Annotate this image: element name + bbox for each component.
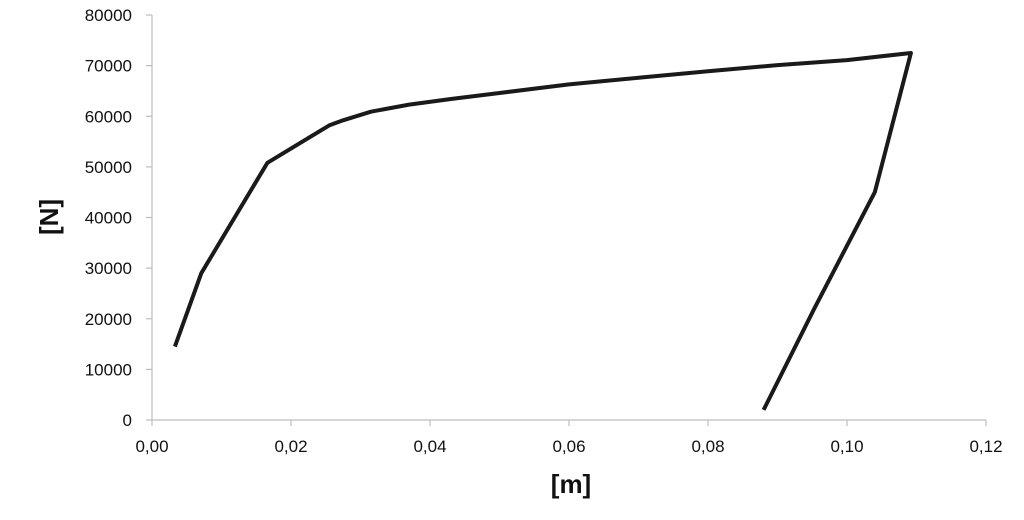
y-axis-ticks: 0 10000 20000 30000 40000 50000 60000 70000 8000… — [85, 6, 152, 430]
y-tick-label: 50000 — [85, 158, 132, 177]
series-line — [173, 51, 913, 411]
x-tick-label: 0,00 — [135, 437, 168, 456]
y-tick-label: 70000 — [85, 57, 132, 76]
x-tick-label: 0,04 — [413, 437, 446, 456]
y-tick-label: 60000 — [85, 107, 132, 126]
x-tick-label: 0,08 — [691, 437, 724, 456]
x-axis-ticks: 0,00 0,02 0,04 0,06 0,08 0,10 0,12 — [135, 420, 1003, 456]
x-tick-label: 0,02 — [274, 437, 307, 456]
y-tick-label: 30000 — [85, 259, 132, 278]
x-tick-label: 0,12 — [969, 437, 1002, 456]
y-axis-title: [N] — [34, 199, 64, 235]
x-tick-label: 0,06 — [552, 437, 585, 456]
y-tick-label: 0 — [123, 411, 132, 430]
x-tick-label: 0,10 — [830, 437, 863, 456]
y-tick-label: 10000 — [85, 360, 132, 379]
x-axis-title: [m] — [551, 469, 591, 499]
y-tick-label: 20000 — [85, 310, 132, 329]
y-tick-label: 80000 — [85, 6, 132, 25]
y-tick-label: 40000 — [85, 209, 132, 228]
series-group — [173, 51, 913, 411]
